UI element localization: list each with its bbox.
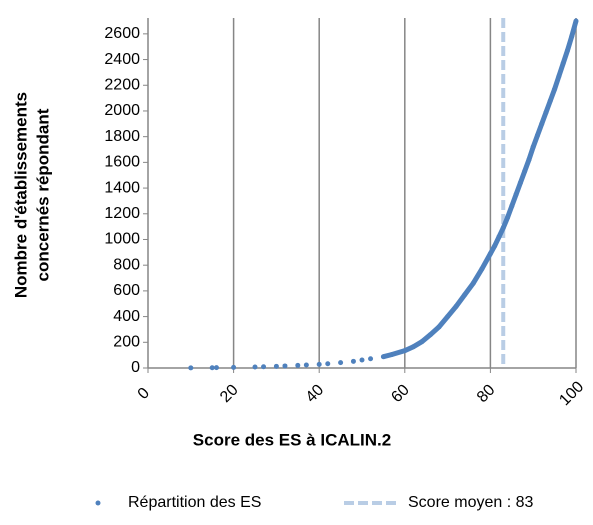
point <box>509 203 515 209</box>
x-tick-label: 80 <box>474 381 499 406</box>
point <box>359 357 365 363</box>
point <box>368 356 374 362</box>
y-tick-label: 400 <box>113 308 140 325</box>
point <box>526 157 532 163</box>
y-axis-label: concernés répondant <box>33 108 52 281</box>
point <box>209 365 215 371</box>
point <box>410 344 416 350</box>
point <box>573 18 579 24</box>
point <box>402 348 408 354</box>
point <box>479 266 485 272</box>
point <box>500 225 506 231</box>
legend-label: Répartition des ES <box>128 494 261 511</box>
y-tick-label: 1800 <box>104 128 140 145</box>
point <box>496 234 502 240</box>
point <box>505 215 511 221</box>
point <box>380 354 386 360</box>
point <box>213 365 219 371</box>
legend-label: Score moyen : 83 <box>408 494 534 511</box>
x-tick-label: 20 <box>217 381 242 406</box>
x-tick-label: 60 <box>388 381 413 406</box>
point <box>282 363 288 369</box>
legend-marker <box>95 500 101 506</box>
point <box>530 144 536 150</box>
x-tick-label: 0 <box>135 385 153 403</box>
point <box>303 362 309 368</box>
point <box>543 109 549 115</box>
point <box>560 60 566 66</box>
point <box>462 292 468 298</box>
point <box>231 364 237 370</box>
point <box>539 121 545 127</box>
y-tick-label: 1400 <box>104 179 140 196</box>
x-tick-label: 100 <box>556 378 587 409</box>
y-tick-label: 1600 <box>104 154 140 171</box>
point <box>427 332 433 338</box>
y-tick-label: 600 <box>113 282 140 299</box>
point <box>487 251 493 257</box>
point <box>517 180 523 186</box>
point <box>316 361 322 367</box>
point <box>552 86 558 92</box>
y-tick-label: 800 <box>113 256 140 273</box>
y-tick-label: 2400 <box>104 51 140 68</box>
point <box>534 132 540 138</box>
point <box>338 360 344 366</box>
point <box>564 48 570 54</box>
point <box>389 352 395 358</box>
point <box>556 73 562 79</box>
point <box>436 324 442 330</box>
x-axis-label: Score des ES à ICALIN.2 <box>193 430 391 449</box>
x-tick-label: 40 <box>303 381 328 406</box>
point <box>350 358 356 364</box>
point <box>513 192 519 197</box>
point <box>547 98 553 104</box>
point <box>492 243 498 249</box>
y-tick-label: 0 <box>131 359 140 376</box>
point <box>188 365 194 371</box>
point <box>325 361 331 367</box>
point <box>273 363 279 369</box>
y-tick-label: 200 <box>113 334 140 351</box>
y-axis-label: Nombre d'établissements <box>11 92 30 298</box>
point <box>453 303 459 309</box>
point <box>261 364 267 370</box>
point <box>252 364 258 370</box>
y-tick-label: 1200 <box>104 205 140 222</box>
point <box>295 362 301 368</box>
point <box>470 280 476 286</box>
y-tick-label: 2000 <box>104 102 140 119</box>
point <box>569 33 575 39</box>
y-tick-label: 1000 <box>104 231 140 248</box>
point <box>419 339 425 345</box>
y-tick-label: 2200 <box>104 76 140 93</box>
series-line <box>382 20 579 360</box>
point <box>522 168 528 174</box>
point <box>445 314 451 320</box>
y-tick-label: 2600 <box>104 25 140 42</box>
